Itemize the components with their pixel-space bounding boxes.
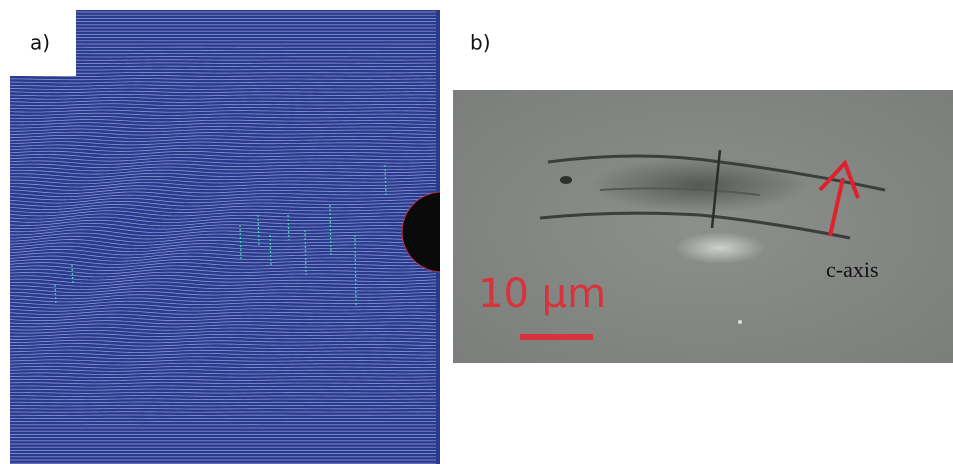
pit [560,176,572,184]
figure: a) b) 10 μm c-axis [0,0,953,464]
damage-zone [590,157,810,213]
micrograph-background [453,90,953,363]
bright-spot [675,232,765,264]
particle [738,320,742,324]
micrograph-panel: 10 μm c-axis [453,90,953,363]
panel-label: b) [470,31,491,55]
simulation-panel [0,0,482,464]
scale-bar-label: 10 μm [478,271,606,317]
arrow-label: c-axis [826,257,879,282]
panel-label: a) [30,31,50,55]
page: a) b) 10 μm c-axis (() => { const data =… [0,0,953,464]
